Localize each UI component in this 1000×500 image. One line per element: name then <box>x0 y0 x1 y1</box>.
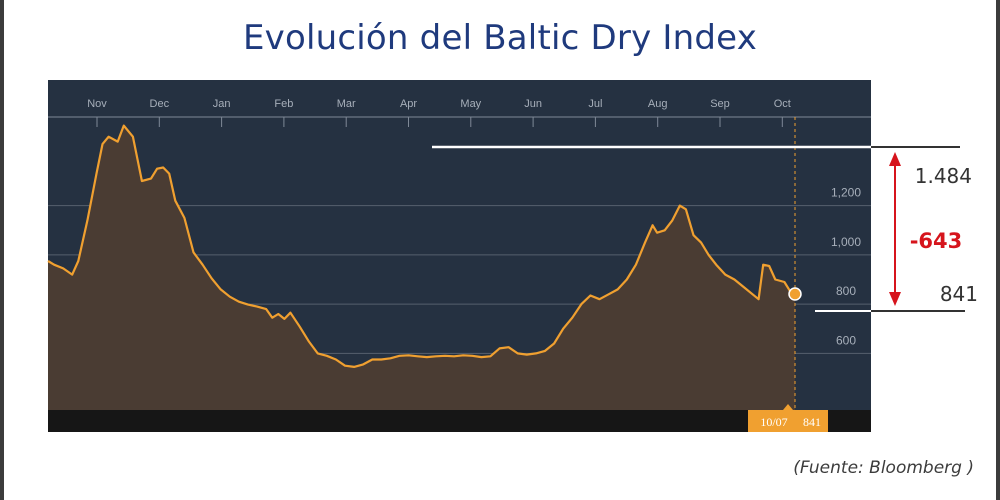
y-axis-labels: 1,200 1,000 800 600 <box>831 186 861 348</box>
change-arrow-down-head <box>889 292 901 306</box>
x-tick-label: Jan <box>213 98 231 110</box>
left-frame-border <box>0 0 4 500</box>
change-arrow-up-head <box>889 152 901 166</box>
bottom-bar <box>48 410 871 432</box>
current-value-box <box>748 410 828 432</box>
y-tick-label: 1,200 <box>831 186 861 200</box>
x-tick-label: Feb <box>274 98 293 110</box>
chart-title: Evolución del Baltic Dry Index <box>242 18 758 58</box>
x-tick-label: Jun <box>524 98 542 110</box>
x-tick-label: Sep <box>710 98 730 110</box>
x-axis: Nov Dec Jan Feb Mar Apr May Jun Jul Aug Sep Oct <box>87 98 791 127</box>
change-value-label: -643 <box>910 229 963 253</box>
y-tick-label: 600 <box>836 333 856 347</box>
series-area <box>48 125 795 410</box>
current-point-marker <box>788 287 802 301</box>
source-note: (Fuente: Bloomberg ) <box>793 458 974 478</box>
current-value-pointer <box>783 404 793 410</box>
x-tick-label: Dec <box>150 98 170 110</box>
y-tick-label: 800 <box>836 284 856 298</box>
y-tick-label: 1,000 <box>831 235 861 249</box>
series-line <box>47 124 796 368</box>
current-value-label: 841 <box>803 415 821 429</box>
x-tick-label: Jul <box>588 98 602 110</box>
x-tick-label: May <box>460 98 481 110</box>
x-tick-label: Apr <box>400 98 417 110</box>
low-value-label: 841 <box>940 282 978 306</box>
current-date-label: 10/07 <box>760 415 787 429</box>
right-frame-border <box>996 0 1000 500</box>
high-value-label: 1.484 <box>915 164 972 188</box>
x-tick-label: Nov <box>87 98 107 110</box>
x-tick-label: Oct <box>774 98 791 110</box>
x-tick-label: Mar <box>337 98 356 110</box>
x-tick-label: Aug <box>648 98 668 110</box>
